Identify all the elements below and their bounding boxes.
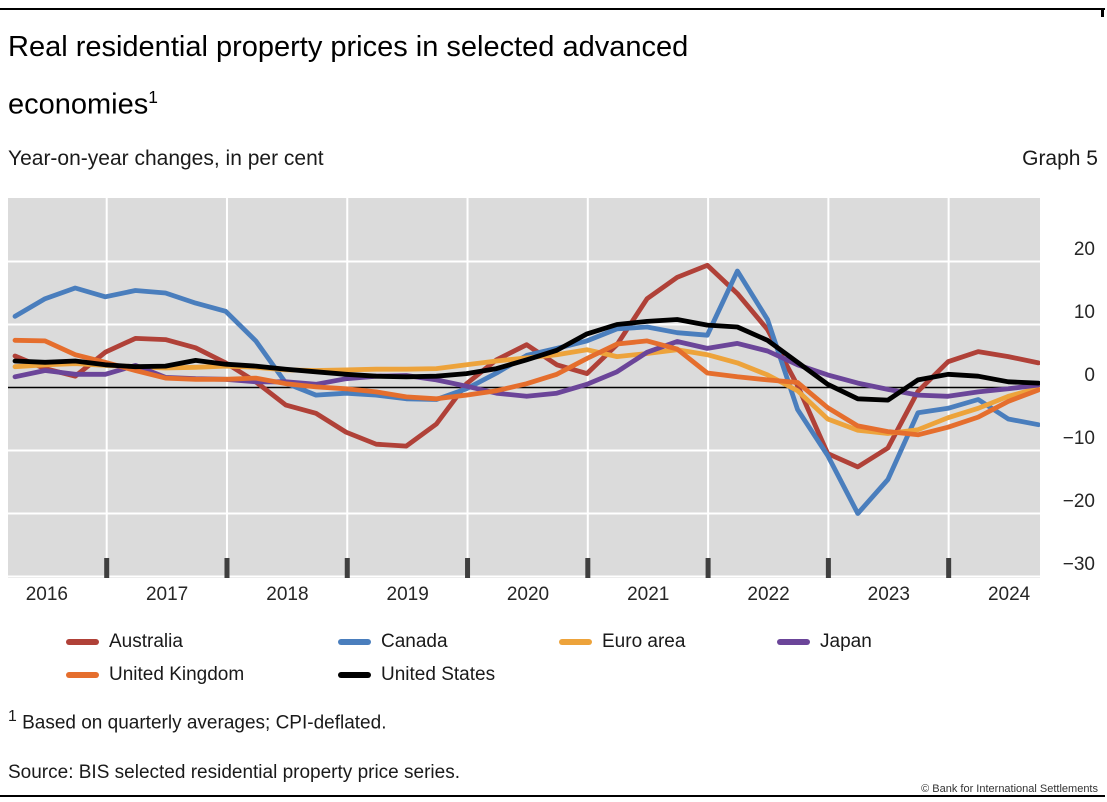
x-axis-tick <box>946 558 952 578</box>
y-axis-label: −10 <box>1062 427 1095 449</box>
x-axis-label: 2024 <box>987 584 1031 605</box>
series-line-canada <box>12 268 1040 516</box>
legend-item-united-kingdom: United Kingdom <box>66 663 244 687</box>
x-axis-label: 2019 <box>386 584 429 605</box>
y-axis-label: 10 <box>1073 301 1095 323</box>
source-line: Source: BIS selected residential propert… <box>8 762 460 783</box>
page-title: Real residential property prices in sele… <box>8 22 908 130</box>
line-chart <box>8 198 1040 578</box>
legend-item-united-states: United States <box>338 663 495 687</box>
x-axis-label: 2016 <box>25 584 68 605</box>
x-axis-label: 2017 <box>145 584 189 605</box>
top-rule <box>0 8 1105 10</box>
legend-item-euro-area: Euro area <box>559 630 685 654</box>
series-line-united-kingdom <box>12 337 1040 438</box>
series-line-united-states <box>12 317 1040 403</box>
x-axis-tick <box>465 558 471 578</box>
legend-swatch-icon <box>66 672 99 678</box>
series-line-australia <box>12 262 1040 470</box>
title-line1: Real residential property prices in sele… <box>8 31 689 63</box>
graph-number-label: Graph 5 <box>1022 147 1098 170</box>
x-axis-label: 2022 <box>747 584 790 605</box>
bottom-rule <box>0 795 1105 797</box>
footnote-marker: 1 <box>8 708 17 725</box>
legend-item-australia: Australia <box>66 630 183 654</box>
legend-label: Australia <box>109 631 183 652</box>
footnote: 1 Based on quarterly averages; CPI-defla… <box>8 708 386 734</box>
x-axis-label: 2020 <box>506 584 550 605</box>
axis-units-label: Year-on-year changes, in per cent <box>8 147 324 170</box>
y-axis-label: 20 <box>1073 238 1095 260</box>
x-axis-tick <box>705 558 711 578</box>
legend-label: United Kingdom <box>109 664 245 685</box>
x-axis-label: 2018 <box>266 584 309 605</box>
title-footnote-marker: 1 <box>148 87 158 107</box>
legend-swatch-icon <box>777 639 810 645</box>
legend-swatch-icon <box>338 639 371 645</box>
legend-label: Japan <box>820 631 872 652</box>
x-axis-tick <box>104 558 110 578</box>
legend-item-japan: Japan <box>777 630 872 654</box>
top-rule-tick <box>1101 9 1104 17</box>
legend-swatch-icon <box>66 639 99 645</box>
copyright-notice: © Bank for International Settlements <box>921 783 1098 795</box>
title-line2: economies <box>8 88 149 121</box>
legend-label: Euro area <box>602 631 686 652</box>
legend-label: United States <box>381 664 496 685</box>
legend-swatch-icon <box>559 639 592 645</box>
legend-item-canada: Canada <box>338 630 448 654</box>
x-axis-label: 2023 <box>867 584 910 605</box>
x-axis-tick <box>344 558 350 578</box>
chart-plot-area <box>8 198 1040 578</box>
legend-swatch-icon <box>338 672 371 678</box>
y-axis-label: −20 <box>1062 490 1095 512</box>
footnote-text: Based on quarterly averages; CPI-deflate… <box>16 712 387 734</box>
y-axis-label: 0 <box>1084 364 1095 386</box>
x-axis-tick <box>585 558 591 578</box>
x-axis-label: 2021 <box>627 584 670 605</box>
x-axis-tick <box>224 558 230 578</box>
y-axis-label: −30 <box>1062 553 1095 575</box>
x-axis-tick <box>825 558 831 578</box>
subtitle-row: Year-on-year changes, in per cent Graph … <box>8 147 1098 171</box>
legend-label: Canada <box>381 631 448 652</box>
